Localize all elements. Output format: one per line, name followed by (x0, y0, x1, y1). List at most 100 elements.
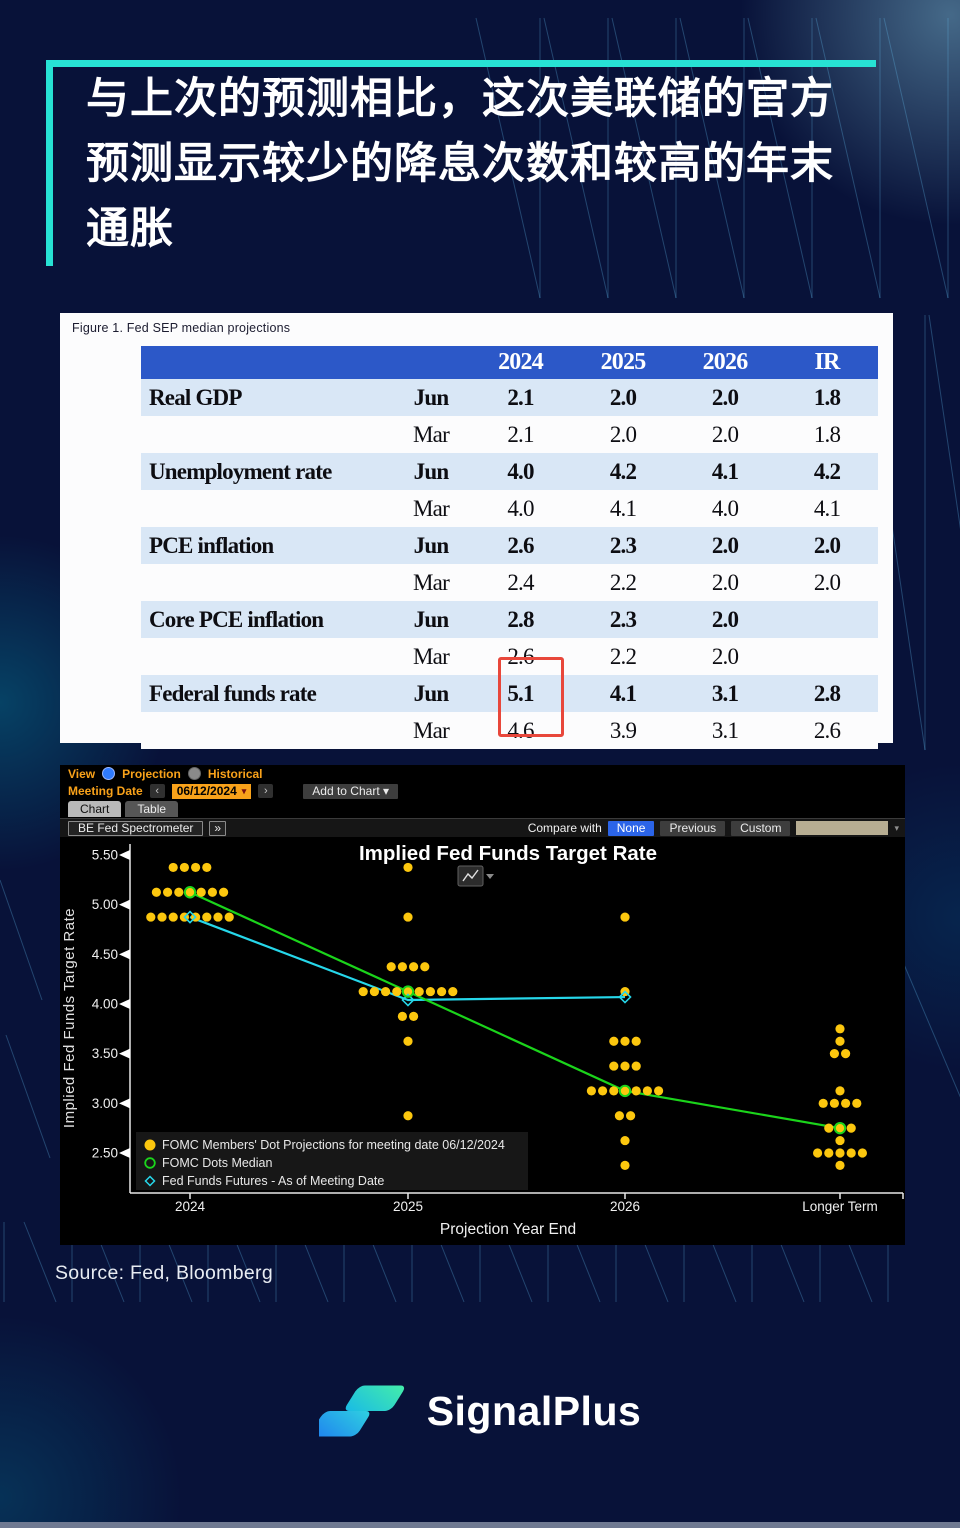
fomc-dot (207, 887, 217, 897)
fomc-dot (174, 887, 184, 897)
row-label (141, 638, 393, 675)
brand-name: SignalPlus (426, 1387, 642, 1434)
y-tick-marker (119, 998, 130, 1009)
tab-bar: Chart Table (60, 800, 905, 819)
radio-historical[interactable] (187, 767, 201, 780)
fomc-dot (620, 1135, 630, 1146)
median-circle-marker (183, 886, 197, 899)
compare-none-button[interactable]: None (607, 820, 655, 836)
value-cell: 2.0 (609, 384, 637, 410)
value-cell: 4.2 (609, 458, 637, 484)
fomc-dot (614, 1111, 625, 1121)
value-cell: 2.2 (609, 643, 637, 669)
radio-projection[interactable] (102, 767, 116, 780)
option-projection-label[interactable]: Projection (122, 766, 181, 781)
fomc-dot (835, 1123, 845, 1133)
caret-down-icon[interactable]: ▾ (894, 822, 899, 833)
fomc-dot (835, 1086, 845, 1096)
spectrometer-button[interactable]: BE Fed Spectrometer (68, 820, 204, 836)
value-cell: 4.1 (813, 495, 841, 521)
option-historical-label[interactable]: Historical (207, 766, 263, 781)
table-row: Unemployment rate Jun 4.0 4.2 4.1 4.2 (141, 453, 878, 490)
fomc-dot (824, 1148, 834, 1158)
fomc-dot (609, 1036, 619, 1046)
row-label: Core PCE inflation (149, 606, 324, 632)
fomc-dot (829, 1049, 840, 1059)
value-cell: 3.1 (711, 680, 739, 706)
header-cell-empty (141, 346, 393, 379)
futures-diamond-marker (183, 910, 197, 924)
view-label: View (68, 766, 96, 781)
row-label (141, 416, 393, 453)
page-title-line: 与上次的预测相比，这次美联储的官方 (86, 74, 834, 124)
bottom-edge-strip (0, 1522, 960, 1528)
fomc-dot (403, 862, 413, 873)
tab-chart[interactable]: Chart (68, 801, 122, 817)
legend-label: FOMC Members' Dot Projections for meetin… (162, 1138, 505, 1152)
fomc-dot (414, 986, 424, 997)
fomc-dot (841, 1049, 851, 1059)
x-tick-label: 2026 (610, 1199, 640, 1214)
value-cell: 2.8 (507, 606, 534, 632)
source-text: Source: Fed, Bloomberg (55, 1262, 273, 1284)
y-tick-label: 4.50 (92, 947, 118, 962)
fomc-dot (202, 912, 212, 922)
page-title: 与上次的预测相比，这次美联储的官方 预测显示较少的降息次数和较高的年末 通胀 (86, 67, 886, 262)
fomc-dot (835, 1036, 845, 1046)
fomc-dot (168, 862, 178, 873)
y-tick-label: 3.50 (92, 1046, 118, 1061)
fomc-dot (620, 912, 630, 922)
fomc-dot (609, 1086, 619, 1096)
fomc-dot (437, 986, 447, 997)
fomc-dot (852, 1098, 862, 1108)
fomc-dot (841, 1098, 851, 1108)
legend-open-diamond-icon (144, 1175, 156, 1187)
legend-filled-circle-icon (144, 1139, 156, 1151)
value-cell: 2.1 (507, 421, 534, 447)
chevron-left-icon[interactable]: ‹ (149, 784, 165, 798)
meeting-date-input[interactable]: 06/12/2024 ▾ (171, 783, 252, 799)
value-cell: 2.0 (711, 384, 739, 410)
page-title-line: 预测显示较少的降息次数和较高的年末 (86, 139, 834, 189)
fomc-dot (857, 1148, 868, 1158)
caret-down-icon[interactable]: ▾ (241, 785, 247, 796)
fomc-dot (448, 986, 458, 997)
row-label (141, 712, 393, 749)
value-cell: 3.1 (711, 717, 739, 743)
fomc-dot (403, 986, 413, 997)
table-row: Mar 4.0 4.1 4.0 4.1 (141, 490, 878, 527)
fomc-dot (425, 986, 435, 997)
add-to-chart-button[interactable]: Add to Chart ▾ (303, 783, 399, 799)
brand-footer: SignalPlus (0, 1372, 960, 1450)
compare-custom-button[interactable]: Custom (731, 820, 791, 836)
tab-table[interactable]: Table (125, 801, 179, 817)
y-tick-label: 5.00 (92, 897, 118, 912)
value-cell: 4.1 (711, 458, 739, 484)
median-circle-marker (833, 1121, 847, 1135)
fomc-dot (586, 1086, 597, 1096)
value-cell: 2.0 (711, 643, 739, 669)
value-cell: 2.0 (711, 569, 739, 595)
compare-with-label: Compare with (527, 821, 602, 835)
fomc-dot (397, 1011, 407, 1022)
view-row: View Projection Historical (60, 765, 905, 782)
expand-button[interactable]: » (209, 820, 227, 836)
compare-previous-button[interactable]: Previous (660, 820, 726, 836)
row-label: Real GDP (149, 384, 242, 410)
row-label: Unemployment rate (149, 458, 332, 484)
value-cell: 4.0 (507, 495, 534, 521)
fomc-dot (620, 1086, 630, 1096)
futures-diamond-marker (401, 993, 415, 1007)
chevron-right-icon[interactable]: › (258, 784, 274, 798)
fomc-dot (620, 1061, 630, 1071)
compare-dropdown[interactable] (796, 821, 889, 835)
caret-down-icon[interactable] (486, 874, 494, 879)
fomc-dot (219, 887, 229, 897)
fomc-dot (813, 1148, 823, 1158)
fomc-dot (829, 1098, 840, 1108)
fomc-dot (397, 962, 407, 972)
median-circle-marker (401, 985, 415, 998)
x-axis-title: Projection Year End (440, 1221, 576, 1238)
table-row: Core PCE inflation Jun 2.8 2.3 2.0 (141, 601, 878, 638)
